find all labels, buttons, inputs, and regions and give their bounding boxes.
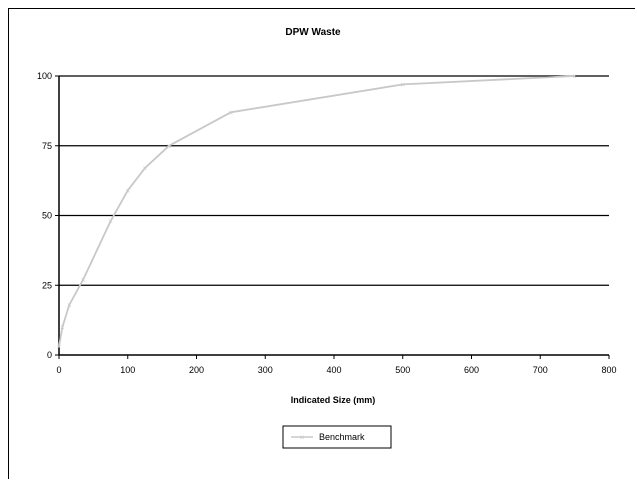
x-tick-label-400: 400 [326,365,341,375]
grid [59,75,609,286]
data-point: × [229,108,234,117]
data-point: × [167,142,172,151]
legend-box [282,425,392,449]
data-point: × [143,164,148,173]
data-point: × [125,186,130,195]
x-tick-label-700: 700 [533,365,548,375]
x-axis-ticks: 0 100 200 300 400 500 600 700 800 [56,355,617,375]
x-tick-label-600: 600 [464,365,479,375]
series-layer: × × × × × × × × × × × [57,72,578,352]
x-tick-label-800: 800 [601,365,616,375]
legend-marker-swatch: × [300,433,305,442]
data-point: × [67,301,72,310]
data-point: × [57,343,62,352]
data-point: × [400,80,405,89]
data-point: × [81,276,86,285]
y-tick-label-50: 50 [42,211,52,221]
x-tick-label-100: 100 [120,365,135,375]
x-tick-label-500: 500 [395,365,410,375]
data-point: × [572,72,577,81]
x-tick-label-300: 300 [258,365,273,375]
chart-frame [8,8,635,479]
legend-label: Benchmark [319,432,365,442]
y-tick-label-0: 0 [47,350,52,360]
x-tick-label-200: 200 [189,365,204,375]
data-point: × [60,323,65,332]
x-tick-label-0: 0 [56,365,61,375]
chart-title: DPW Waste [285,27,341,38]
y-axis-ticks: 0 25 50 75 100 [37,71,59,360]
data-point: × [108,217,113,226]
y-tick-label-25: 25 [42,280,52,290]
x-axis-title: Indicated Size (mm) [291,395,376,405]
y-tick-label-75: 75 [42,141,52,151]
y-tick-label-100: 100 [37,71,52,81]
series-line-0 [58,75,575,347]
legend: × Benchmark [282,425,392,449]
